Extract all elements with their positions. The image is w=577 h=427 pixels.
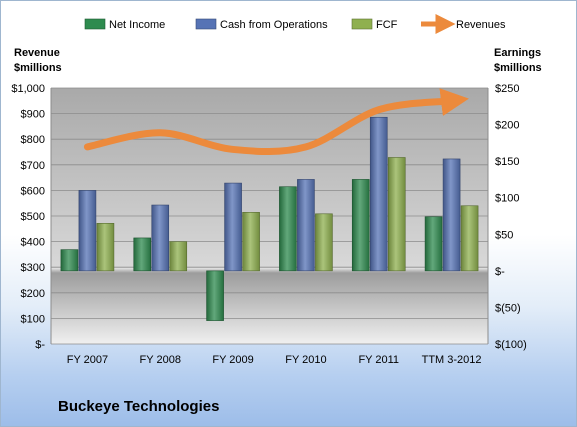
- right-axis-unit: $millions: [494, 62, 542, 74]
- bar-net-income: [206, 270, 224, 321]
- right-axis-tick-label: $250: [495, 83, 519, 95]
- legend-item: Revenues: [421, 14, 506, 34]
- left-axis-tick-label: $100: [21, 313, 45, 325]
- left-axis-tick-label: $600: [21, 185, 45, 197]
- legend-label: FCF: [376, 19, 398, 31]
- left-axis-tick-label: $900: [21, 109, 45, 121]
- bar-fcf: [387, 157, 406, 272]
- company-name: Buckeye Technologies: [58, 398, 220, 415]
- bar-cash-from-operations: [224, 182, 242, 272]
- legend-swatch: [84, 18, 106, 30]
- right-axis-tick-label: $50: [495, 229, 513, 241]
- right-axis-tick-label: $100: [495, 193, 519, 205]
- legend-item: FCF: [351, 18, 398, 31]
- bar-fcf: [460, 205, 479, 272]
- legend-swatch: [351, 18, 373, 30]
- left-axis-tick-label: $300: [21, 262, 45, 274]
- left-axis-tick-label: $700: [21, 160, 45, 172]
- legend-swatch: [195, 18, 217, 30]
- legend-label: Net Income: [109, 19, 165, 31]
- right-axis-tick-label: $150: [495, 156, 519, 168]
- bar-cash-from-operations: [297, 179, 315, 272]
- left-axis-tick-label: $800: [21, 134, 45, 146]
- right-axis-tick-label: $(100): [495, 339, 527, 351]
- left-axis-tick-label: $-: [35, 339, 45, 351]
- right-axis-title: Earnings: [494, 47, 541, 59]
- left-axis-tick-label: $200: [21, 288, 45, 300]
- category-label: FY 2008: [140, 354, 181, 366]
- legend-label: Cash from Operations: [220, 19, 328, 31]
- bar-cash-from-operations: [442, 158, 461, 272]
- left-axis-tick-label: $1,000: [11, 83, 45, 95]
- category-label: FY 2011: [358, 354, 399, 366]
- left-axis-tick-label: $400: [21, 237, 45, 249]
- left-axis-unit: $millions: [14, 62, 62, 74]
- bar-net-income: [351, 179, 370, 272]
- bar-net-income: [133, 237, 152, 272]
- bar-fcf: [96, 223, 115, 272]
- bar-cash-from-operations: [151, 204, 170, 272]
- revenue-line: [83, 88, 469, 156]
- left-axis-title: Revenue: [14, 47, 60, 59]
- zero-floor: [51, 267, 488, 273]
- left-axis-tick-label: $500: [21, 211, 45, 223]
- bar-cash-from-operations: [369, 116, 388, 272]
- category-label: TTM 3-2012: [422, 354, 482, 366]
- bar-net-income: [424, 216, 443, 272]
- category-label: FY 2009: [212, 354, 253, 366]
- plot-area-upper: [51, 88, 488, 271]
- legend-item: Net Income: [84, 18, 165, 31]
- right-axis-tick-label: $-: [495, 266, 505, 278]
- bar-fcf: [169, 241, 188, 272]
- bar-cash-from-operations: [78, 190, 97, 272]
- bar-fcf: [315, 213, 333, 272]
- bar-net-income: [279, 186, 297, 272]
- category-label: FY 2010: [285, 354, 326, 366]
- bar-net-income: [60, 249, 79, 272]
- legend-item: Cash from Operations: [195, 18, 328, 31]
- right-axis-tick-label: $(50): [495, 302, 521, 314]
- plot-area-lower: [51, 270, 488, 344]
- category-label: FY 2007: [67, 354, 108, 366]
- legend-label: Revenues: [456, 19, 506, 31]
- bar-fcf: [242, 212, 260, 272]
- right-axis-tick-label: $200: [495, 120, 519, 132]
